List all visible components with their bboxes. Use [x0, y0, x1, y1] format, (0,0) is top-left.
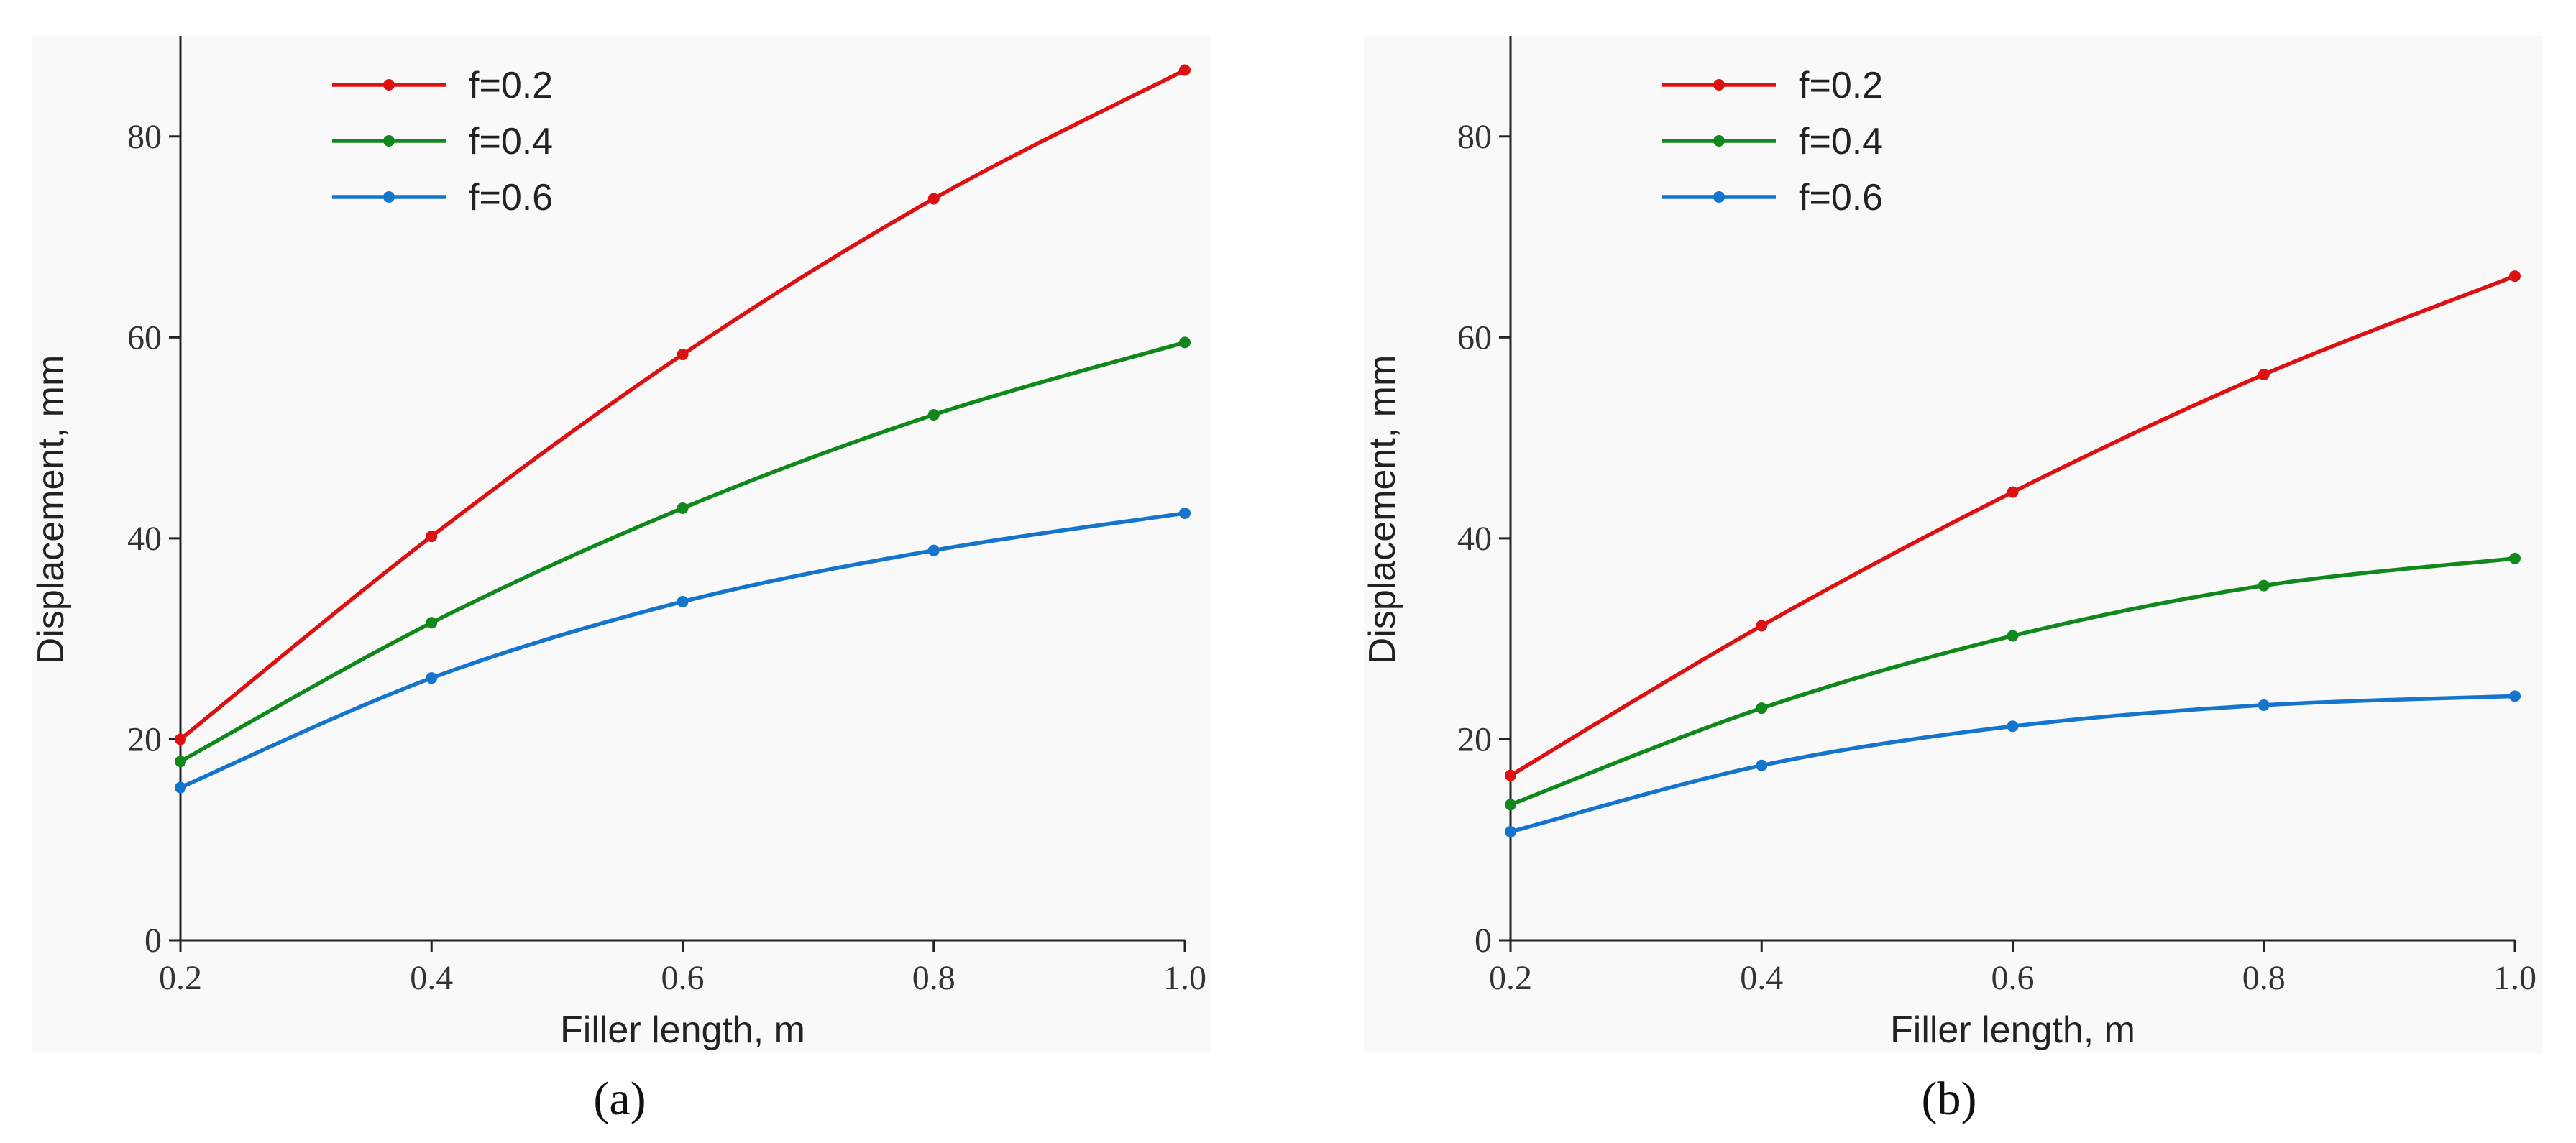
data-point — [175, 733, 186, 745]
legend-marker — [383, 79, 395, 91]
x-axis-title: Filler length, m — [560, 1009, 805, 1051]
y-tick-label: 60 — [127, 318, 162, 357]
panel-label: (a) — [593, 1073, 646, 1125]
data-point — [927, 408, 940, 421]
plot-background — [1364, 36, 2543, 1053]
chart-panel-b: 0 20 40 60 80 0.2 0.4 0.6 0.8 1.0 Filler length, m… — [1362, 36, 2543, 1125]
legend-label: f=0.4 — [469, 121, 553, 162]
data-point — [426, 672, 438, 684]
data-point — [1505, 799, 1516, 811]
data-point — [1756, 759, 1768, 771]
x-tick-label: 0.2 — [1489, 959, 1532, 997]
legend-marker — [383, 135, 395, 147]
chart-panel-a: 0 20 40 60 80 0.2 0.4 0.6 0.8 1.0 Filler length, m… — [30, 36, 1211, 1125]
data-point — [2007, 630, 2019, 642]
data-point — [426, 531, 438, 543]
y-tick-label: 0 — [1475, 922, 1492, 960]
data-point — [2007, 486, 2019, 498]
data-point — [1756, 702, 1768, 715]
legend-label: f=0.6 — [1799, 177, 1883, 219]
x-tick-label: 0.4 — [410, 959, 453, 997]
y-tick-label: 40 — [1457, 520, 1492, 558]
y-axis-title: Displacement, mm — [1362, 355, 1403, 665]
data-point — [2258, 369, 2270, 381]
data-point — [1179, 336, 1191, 349]
x-tick-label: 0.2 — [159, 959, 202, 997]
x-tick-label: 0.6 — [1991, 959, 2035, 997]
data-point — [2509, 270, 2521, 283]
data-point — [2258, 699, 2270, 711]
legend-marker — [1713, 135, 1725, 147]
x-axis-title: Filler length, m — [1890, 1009, 2135, 1051]
data-point — [2007, 720, 2019, 733]
y-tick-label: 20 — [1457, 720, 1492, 758]
data-point — [175, 781, 186, 794]
legend-label: f=0.6 — [469, 177, 553, 219]
y-tick-label: 0 — [145, 922, 162, 960]
data-point — [1756, 620, 1768, 632]
legend-label: f=0.2 — [469, 65, 553, 106]
legend-marker — [1713, 191, 1725, 203]
data-point — [927, 544, 940, 556]
data-point — [2509, 552, 2521, 564]
x-tick-label: 1.0 — [1163, 959, 1206, 997]
y-axis-title: Displacement, mm — [30, 355, 72, 665]
data-point — [1179, 507, 1191, 519]
x-tick-label: 0.8 — [2242, 959, 2286, 997]
data-point — [677, 502, 689, 514]
x-tick-label: 0.8 — [912, 959, 955, 997]
legend-marker — [1713, 79, 1725, 91]
data-point — [677, 349, 689, 361]
data-point — [677, 595, 689, 607]
legend-marker — [383, 191, 395, 203]
x-tick-label: 0.4 — [1740, 959, 1783, 997]
x-tick-label: 0.6 — [661, 959, 705, 997]
data-point — [1505, 826, 1516, 838]
data-point — [2509, 690, 2521, 702]
data-point — [1179, 64, 1191, 76]
y-tick-label: 60 — [1457, 318, 1492, 357]
y-tick-label: 20 — [127, 720, 162, 758]
y-tick-label: 40 — [127, 520, 162, 558]
data-point — [175, 756, 186, 768]
y-tick-label: 80 — [1457, 118, 1492, 156]
x-tick-label: 1.0 — [2493, 959, 2536, 997]
data-point — [2258, 579, 2270, 592]
panel-label: (b) — [1922, 1073, 1977, 1125]
data-point — [927, 193, 940, 205]
y-tick-label: 80 — [127, 118, 162, 156]
data-point — [426, 617, 438, 629]
legend-label: f=0.4 — [1799, 121, 1883, 162]
legend-label: f=0.2 — [1799, 65, 1883, 106]
data-point — [1505, 769, 1516, 781]
plot-background — [32, 36, 1211, 1053]
